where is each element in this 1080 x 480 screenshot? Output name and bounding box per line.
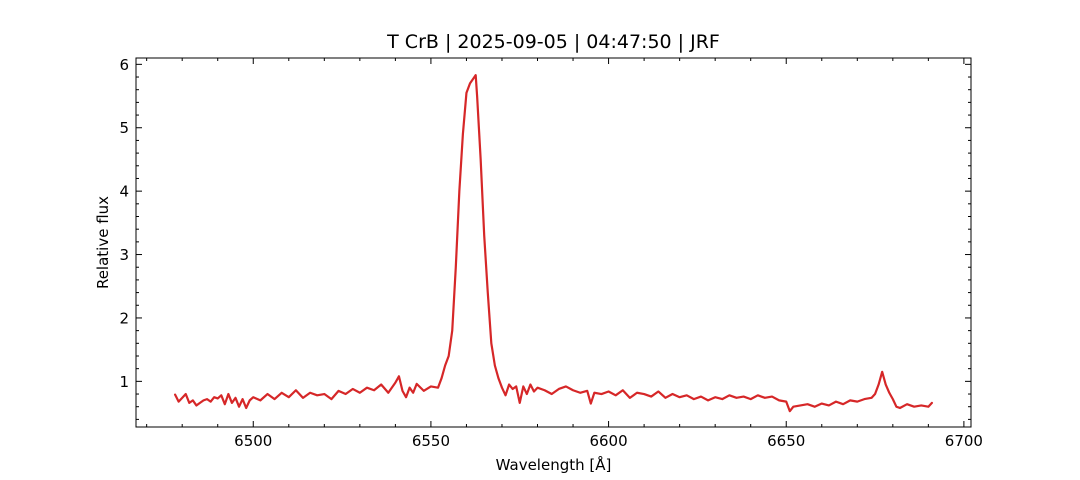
x-tick-label: 6700 [945,432,983,450]
x-axis-label: Wavelength [Å] [496,455,612,474]
y-tick-label: 2 [119,309,129,327]
y-tick-label: 4 [119,183,129,201]
y-tick-label: 5 [119,119,129,137]
series-line [173,74,934,413]
y-tick-label: 1 [119,373,129,391]
y-tick-label: 6 [119,56,129,74]
x-tick-label: 6500 [234,432,272,450]
x-tick-label: 6600 [589,432,627,450]
x-tick-label: 6650 [767,432,805,450]
chart-title: T CrB | 2025-09-05 | 04:47:50 | JRF [386,31,720,53]
axis-ticks: 6500 6550 6600 6650 6700 1 2 3 4 5 6 [119,56,983,450]
y-axis-label: Relative flux [94,196,112,289]
x-tick-label: 6550 [412,432,450,450]
plot-frame [135,57,972,428]
y-tick-label: 3 [119,246,129,264]
